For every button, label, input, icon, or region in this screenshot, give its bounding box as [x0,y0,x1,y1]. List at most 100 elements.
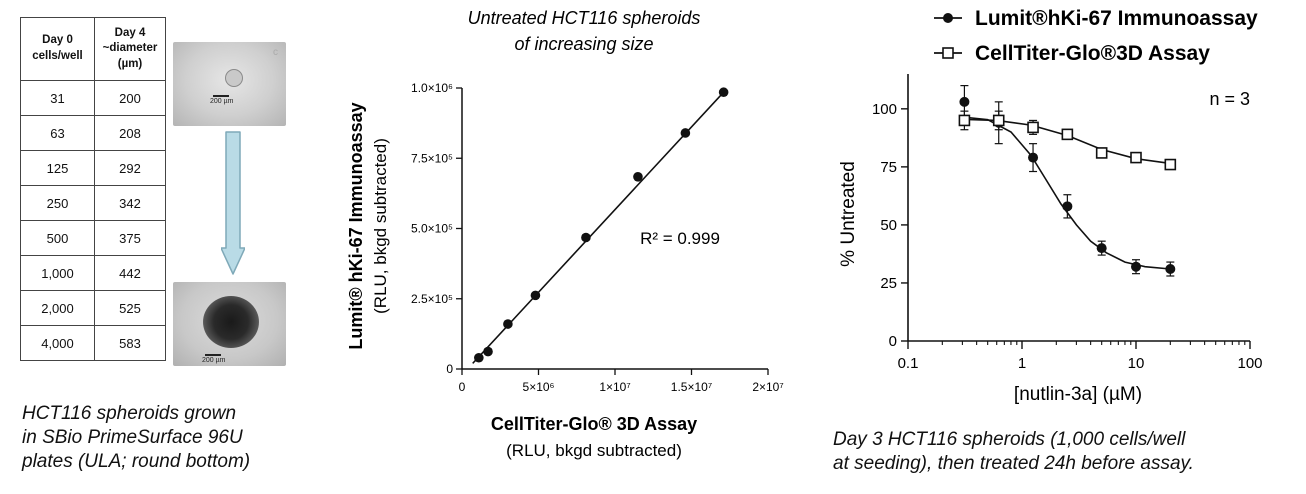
small-spheroid [225,69,243,87]
caption-a-line1: HCT116 spheroids grown [22,403,237,424]
x-tick-label: 100 [1237,355,1262,372]
x-tick-label: 1 [1018,355,1026,372]
data-point [474,352,484,363]
cell-diameter: 342 [94,185,166,221]
scale-bar-top [213,95,229,97]
cell-cells: 31 [20,80,95,116]
cell-cells: 500 [20,220,95,256]
caption-c-line1: Day 3 HCT116 spheroids (1,000 cells/well [833,429,1186,450]
chart-b-title-line2: of increasing size [514,34,653,54]
data-point-square [1061,128,1074,141]
caption-panel-a: HCT116 spheroids grown in SBio PrimeSurf… [22,402,250,474]
data-point [680,128,691,138]
caption-c-line2: at seeding), then treated 24h before ass… [833,453,1194,474]
x-tick-label: 10 [1128,355,1145,372]
table-row: 4,000 583 [20,325,166,361]
table-row: 63 208 [20,115,166,151]
cell-diameter: 200 [94,80,166,116]
small-spheroid-image: c 200 µm [173,42,286,126]
scale-label-bottom: 200 µm [202,357,226,364]
data-point-circle [959,96,970,107]
y-tick-label: 1.0×10⁶ [411,81,453,95]
data-point-circle [1028,152,1039,163]
series-curve-0 [962,116,1171,270]
scale-bar-bottom [205,354,221,356]
y-tick-label: 50 [880,217,897,234]
scale-label-top: 200 µm [210,98,234,105]
chart-b-ylabel-line2: (RLU, bkgd subtracted) [371,138,390,314]
cell-cells: 4,000 [20,325,95,361]
cell-diameter: 583 [94,325,166,361]
legend-label: Lumit®hKi-67 Immunoassay [975,7,1258,30]
cell-diameter: 375 [94,220,166,256]
chart-c-ylabel: % Untreated [838,161,859,267]
fit-line [472,91,725,364]
data-point [581,232,591,243]
legend-marker-square [942,47,954,59]
table-row: 31 200 [20,80,166,116]
data-point-square [992,114,1005,127]
chart-b-title-line1: Untreated HCT116 spheroids [468,8,701,28]
x-tick-label: 2×10⁷ [752,380,783,394]
y-tick-label: 75 [880,159,897,176]
y-tick-label: 5.0×10⁵ [411,222,453,236]
cell-cells: 250 [20,185,95,221]
header-day4-line2: ~diameter [102,42,158,55]
legend-marker-circle [943,13,953,23]
cell-diameter: 208 [94,115,166,151]
x-tick-label: 1×10⁷ [599,380,630,394]
data-point-square [1027,121,1039,134]
caption-panel-c: Day 3 HCT116 spheroids (1,000 cells/well… [833,428,1194,476]
data-point-circle [1096,243,1107,254]
seeding-diameter-table: Day 0 cells/well Day 4 ~diameter (µm) 31… [20,17,166,361]
large-spheroid [203,296,259,348]
data-point [633,171,643,182]
cell-cells: 63 [20,115,95,151]
x-tick-label: 0 [459,380,466,394]
y-tick-label: 100 [872,101,897,118]
y-tick-label: 0 [889,333,897,350]
data-point [718,87,729,98]
header-day0: Day 0 cells/well [20,17,95,81]
header-day0-line2: cells/well [32,50,83,62]
caption-a-line2: in SBio PrimeSurface 96U [22,427,243,448]
table-row: 250 342 [20,185,166,221]
header-day4-line1: Day 4 [114,26,146,39]
header-day4-line3: (µm) [117,57,143,70]
y-tick-label: 2.5×10⁵ [411,292,453,306]
cell-diameter: 525 [94,290,166,326]
cell-diameter: 442 [94,255,166,291]
data-point-square [958,114,971,127]
r-squared-annotation: R² = 0.999 [640,229,720,248]
x-tick-label: 1.5×10⁷ [671,380,712,394]
header-day4: Day 4 ~diameter (µm) [94,17,166,81]
table-row: 500 375 [20,220,166,256]
chart-c-xlabel: [nutlin-3a] (µM) [1014,384,1142,405]
large-spheroid-image: 200 µm [173,282,286,366]
n-annotation: n = 3 [1209,89,1250,109]
correlation-chart: Untreated HCT116 spheroids of increasing… [346,8,784,460]
chart-b-ylabel-line1: Lumit® hKi-67 Immunoassay [346,102,366,349]
data-point-square [1130,151,1142,164]
y-tick-label: 0 [446,362,453,376]
chart-b-xlabel-line1: CellTiter-Glo® 3D Assay [491,414,697,434]
y-tick-label: 25 [880,275,897,292]
cell-cells: 1,000 [20,255,95,291]
x-tick-label: 5×10⁶ [523,380,555,394]
data-point-circle [1131,261,1141,272]
table-header-row: Day 0 cells/well Day 4 ~diameter (µm) [20,17,166,81]
table-row: 2,000 525 [20,290,166,326]
data-point-square [1164,158,1177,171]
data-point [483,346,493,357]
cell-cells: 2,000 [20,290,95,326]
table-row: 125 292 [20,150,166,186]
chart-b-xlabel-line2: (RLU, bkgd subtracted) [506,441,682,460]
cell-cells: 125 [20,150,95,186]
data-point-circle [1062,201,1073,212]
header-day0-line1: Day 0 [42,34,73,47]
data-point-circle [1165,264,1176,275]
dose-response-chart: Lumit®hKi-67 Immunoassay CellTiter-Glo®3D… [838,7,1263,405]
data-point [530,290,541,301]
table-row: 1,000 442 [20,255,166,291]
data-point-square [1095,147,1108,159]
